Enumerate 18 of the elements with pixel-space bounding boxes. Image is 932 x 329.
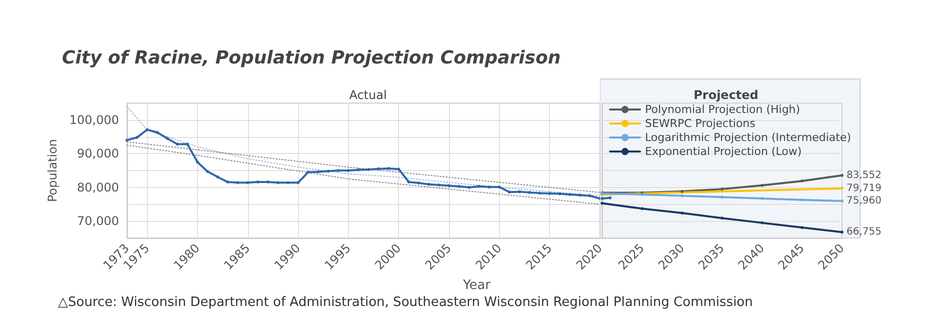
text: △Source: Wisconsin Department of Administration, Southeastern Wisconsin Regional Planning Commission: [58, 295, 753, 310]
chart-title: Projected: [694, 88, 758, 102]
data-label: 83,552: [846, 170, 882, 181]
y-tick-label: 100,000: [69, 112, 119, 127]
legend-label: SEWRPC Projections: [645, 117, 756, 130]
x-axis-title: Year: [462, 278, 492, 293]
chart-subtitle: Actual: [349, 88, 387, 102]
y-tick-label: 90,000: [77, 146, 119, 161]
chart-title: City of Racine, Population Projection Comparison: [62, 48, 561, 68]
y-axis-title: Population: [45, 138, 60, 202]
y-tick-label: 70,000: [77, 214, 119, 228]
data-label: 66,755: [846, 226, 882, 238]
data-label: 75,960: [846, 196, 882, 207]
legend-label: Polynomial Projection (High): [645, 103, 800, 116]
data-label: 79,719: [846, 182, 882, 194]
legend-label: Exponential Projection (Low): [645, 145, 802, 158]
legend-label: Logarithmic Projection (Intermediate): [645, 131, 852, 144]
y-tick-label: 80,000: [77, 180, 119, 194]
